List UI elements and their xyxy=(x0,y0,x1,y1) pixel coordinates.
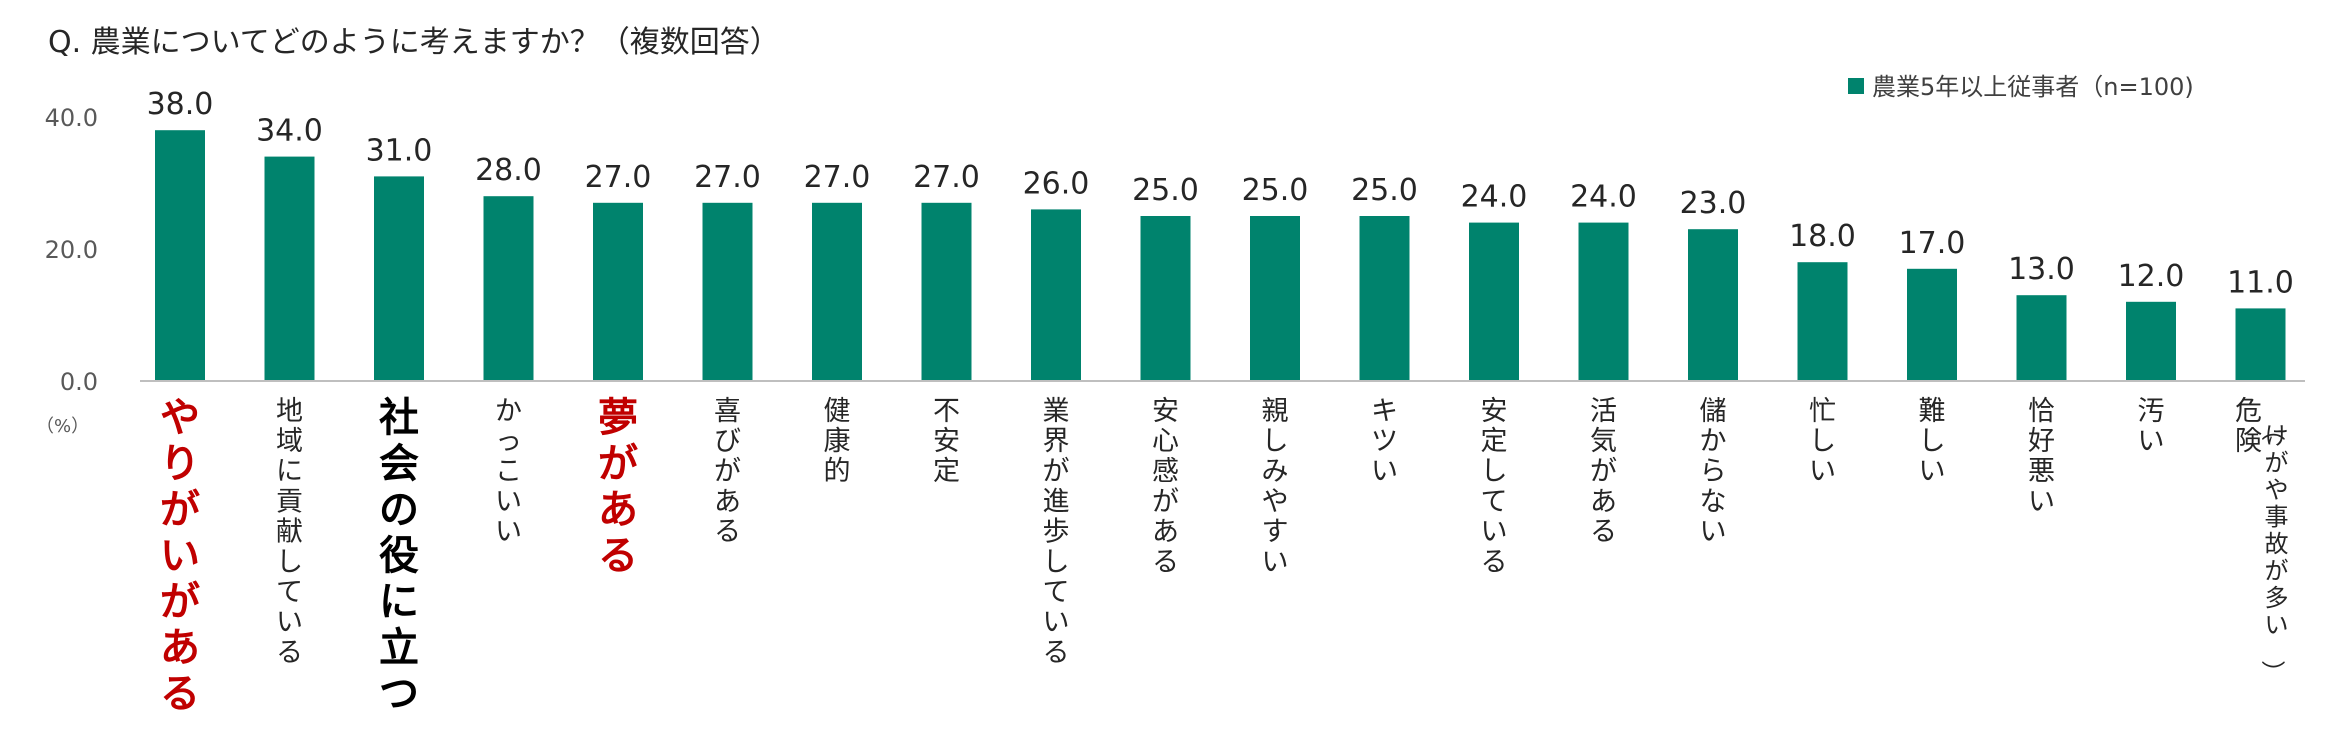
x-tick-label: 健康的 xyxy=(824,396,851,487)
y-tick-label: 40.0 xyxy=(45,104,98,132)
bar xyxy=(1688,229,1738,381)
bar xyxy=(264,156,315,381)
x-tick-label: 汚い xyxy=(2138,396,2165,457)
x-tick-label: 忙しい xyxy=(1809,396,1836,487)
legend: 農業5年以上従事者（n=100) xyxy=(1848,73,2194,101)
bar xyxy=(1140,216,1191,381)
x-tick-label: 安心感がある xyxy=(1152,396,1179,578)
data-label: 38.0 xyxy=(147,87,214,122)
data-label: 25.0 xyxy=(1351,173,1418,208)
chart-title: Q. 農業についてどのように考えますか？（複数回答） xyxy=(48,25,780,60)
x-tick-label: 活気がある xyxy=(1590,396,1617,548)
x-tick-label: 儲からない xyxy=(1700,396,1727,548)
bars xyxy=(155,130,2286,381)
bar xyxy=(1797,262,1848,381)
data-label: 24.0 xyxy=(1461,180,1528,215)
bar xyxy=(1359,216,1410,381)
x-tick-label: 地域に貢献している xyxy=(276,396,303,669)
x-tick-label: 親しみやすい xyxy=(1262,396,1289,578)
y-tick-label: 0.0 xyxy=(60,368,98,396)
bar xyxy=(1578,222,1629,381)
bar xyxy=(2235,308,2286,381)
bar xyxy=(483,196,534,381)
x-tick-label: 恰好悪い xyxy=(2028,396,2055,518)
data-label: 12.0 xyxy=(2118,259,2185,294)
x-tick-label: 危険 xyxy=(2235,396,2262,457)
x-tick-note: （けがや事故が多い） xyxy=(2259,417,2289,684)
bar xyxy=(702,202,753,381)
data-label: 27.0 xyxy=(913,160,980,195)
legend-swatch xyxy=(1848,78,1864,94)
legend-label: 農業5年以上従事者（n=100) xyxy=(1872,73,2194,101)
x-tick-label: 業界が進歩している xyxy=(1043,396,1070,669)
y-axis: 0.0 20.0 40.0 xyxy=(45,104,98,396)
x-tick-label: 社会の役に立つ xyxy=(379,395,419,717)
bar xyxy=(1907,268,1957,381)
unit-label: （%） xyxy=(36,416,89,437)
x-tick-label: 喜びがある xyxy=(714,396,741,548)
bar xyxy=(1469,222,1519,381)
data-label: 25.0 xyxy=(1132,173,1199,208)
data-label: 26.0 xyxy=(1023,166,1090,201)
y-tick-label: 20.0 xyxy=(45,236,98,264)
bar xyxy=(1031,209,1081,381)
bar xyxy=(593,202,643,381)
bar xyxy=(812,202,862,381)
bar xyxy=(374,176,424,381)
bar xyxy=(2126,301,2176,381)
x-tick-label: 難しい xyxy=(1919,396,1946,487)
data-label: 24.0 xyxy=(1570,180,1637,215)
data-label: 27.0 xyxy=(694,160,761,195)
data-label: 27.0 xyxy=(585,160,652,195)
data-label: 25.0 xyxy=(1242,173,1309,208)
category-labels: やりがいがある 地域に貢献している 社会の役に立つ かっこいい 夢がある 喜びがある 健康的… xyxy=(160,395,2289,717)
bar xyxy=(2016,295,2067,381)
data-label: 31.0 xyxy=(366,133,433,168)
data-label: 13.0 xyxy=(2008,252,2075,287)
bar xyxy=(155,130,205,381)
data-label: 18.0 xyxy=(1789,219,1856,254)
data-label: 34.0 xyxy=(256,114,323,149)
data-label: 23.0 xyxy=(1680,186,1747,221)
data-label: 27.0 xyxy=(804,160,871,195)
data-label: 11.0 xyxy=(2227,265,2294,300)
x-tick-label: かっこいい xyxy=(495,396,522,548)
x-tick-label: 夢がある xyxy=(598,395,638,579)
data-label: 17.0 xyxy=(1899,226,1966,261)
bar xyxy=(1250,216,1300,381)
value-labels: 38.0 34.0 31.0 28.0 27.0 27.0 27.0 27.0 26.0 25.0… xyxy=(147,87,2294,300)
data-label: 28.0 xyxy=(475,153,542,188)
x-tick-label: やりがいがある xyxy=(160,395,200,717)
bar xyxy=(921,202,972,381)
x-tick-label: 安定している xyxy=(1481,396,1508,578)
x-tick-label: キツい xyxy=(1371,396,1398,487)
x-tick-label: 不安定 xyxy=(933,396,960,487)
